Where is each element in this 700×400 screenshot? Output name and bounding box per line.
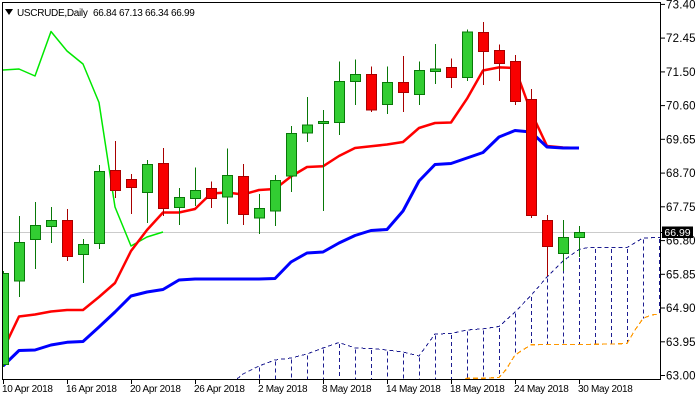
svg-text:26 Apr 2018: 26 Apr 2018 <box>194 384 245 395</box>
svg-text:30 May 2018: 30 May 2018 <box>578 384 633 395</box>
svg-text:65.85: 65.85 <box>666 269 696 281</box>
svg-text:69.65: 69.65 <box>666 134 696 146</box>
svg-text:70.60: 70.60 <box>666 101 696 113</box>
svg-text:72.45: 72.45 <box>666 33 696 45</box>
svg-text:USCRUDE,Daily: USCRUDE,Daily <box>17 8 88 19</box>
svg-text:10 Apr 2018: 10 Apr 2018 <box>2 384 53 395</box>
svg-text:2 May 2018: 2 May 2018 <box>258 384 308 395</box>
svg-text:66.80: 66.80 <box>666 236 696 248</box>
svg-text:66.99: 66.99 <box>664 227 690 239</box>
svg-text:16 Apr 2018: 16 Apr 2018 <box>66 384 117 395</box>
svg-text:71.50: 71.50 <box>666 67 696 79</box>
svg-text:68.70: 68.70 <box>666 168 696 180</box>
svg-text:63.95: 63.95 <box>666 337 696 349</box>
svg-text:18 May 2018: 18 May 2018 <box>450 384 505 395</box>
svg-text:64.90: 64.90 <box>666 303 696 315</box>
svg-text:24 May 2018: 24 May 2018 <box>514 384 569 395</box>
svg-text:73.40: 73.40 <box>666 0 696 11</box>
svg-text:63.00: 63.00 <box>666 371 696 383</box>
svg-text:67.75: 67.75 <box>666 202 696 214</box>
svg-text:66.84 67.13 66.34 66.99: 66.84 67.13 66.34 66.99 <box>93 8 195 19</box>
svg-text:20 Apr 2018: 20 Apr 2018 <box>130 384 181 395</box>
svg-text:14 May 2018: 14 May 2018 <box>386 384 441 395</box>
svg-text:8 May 2018: 8 May 2018 <box>322 384 372 395</box>
